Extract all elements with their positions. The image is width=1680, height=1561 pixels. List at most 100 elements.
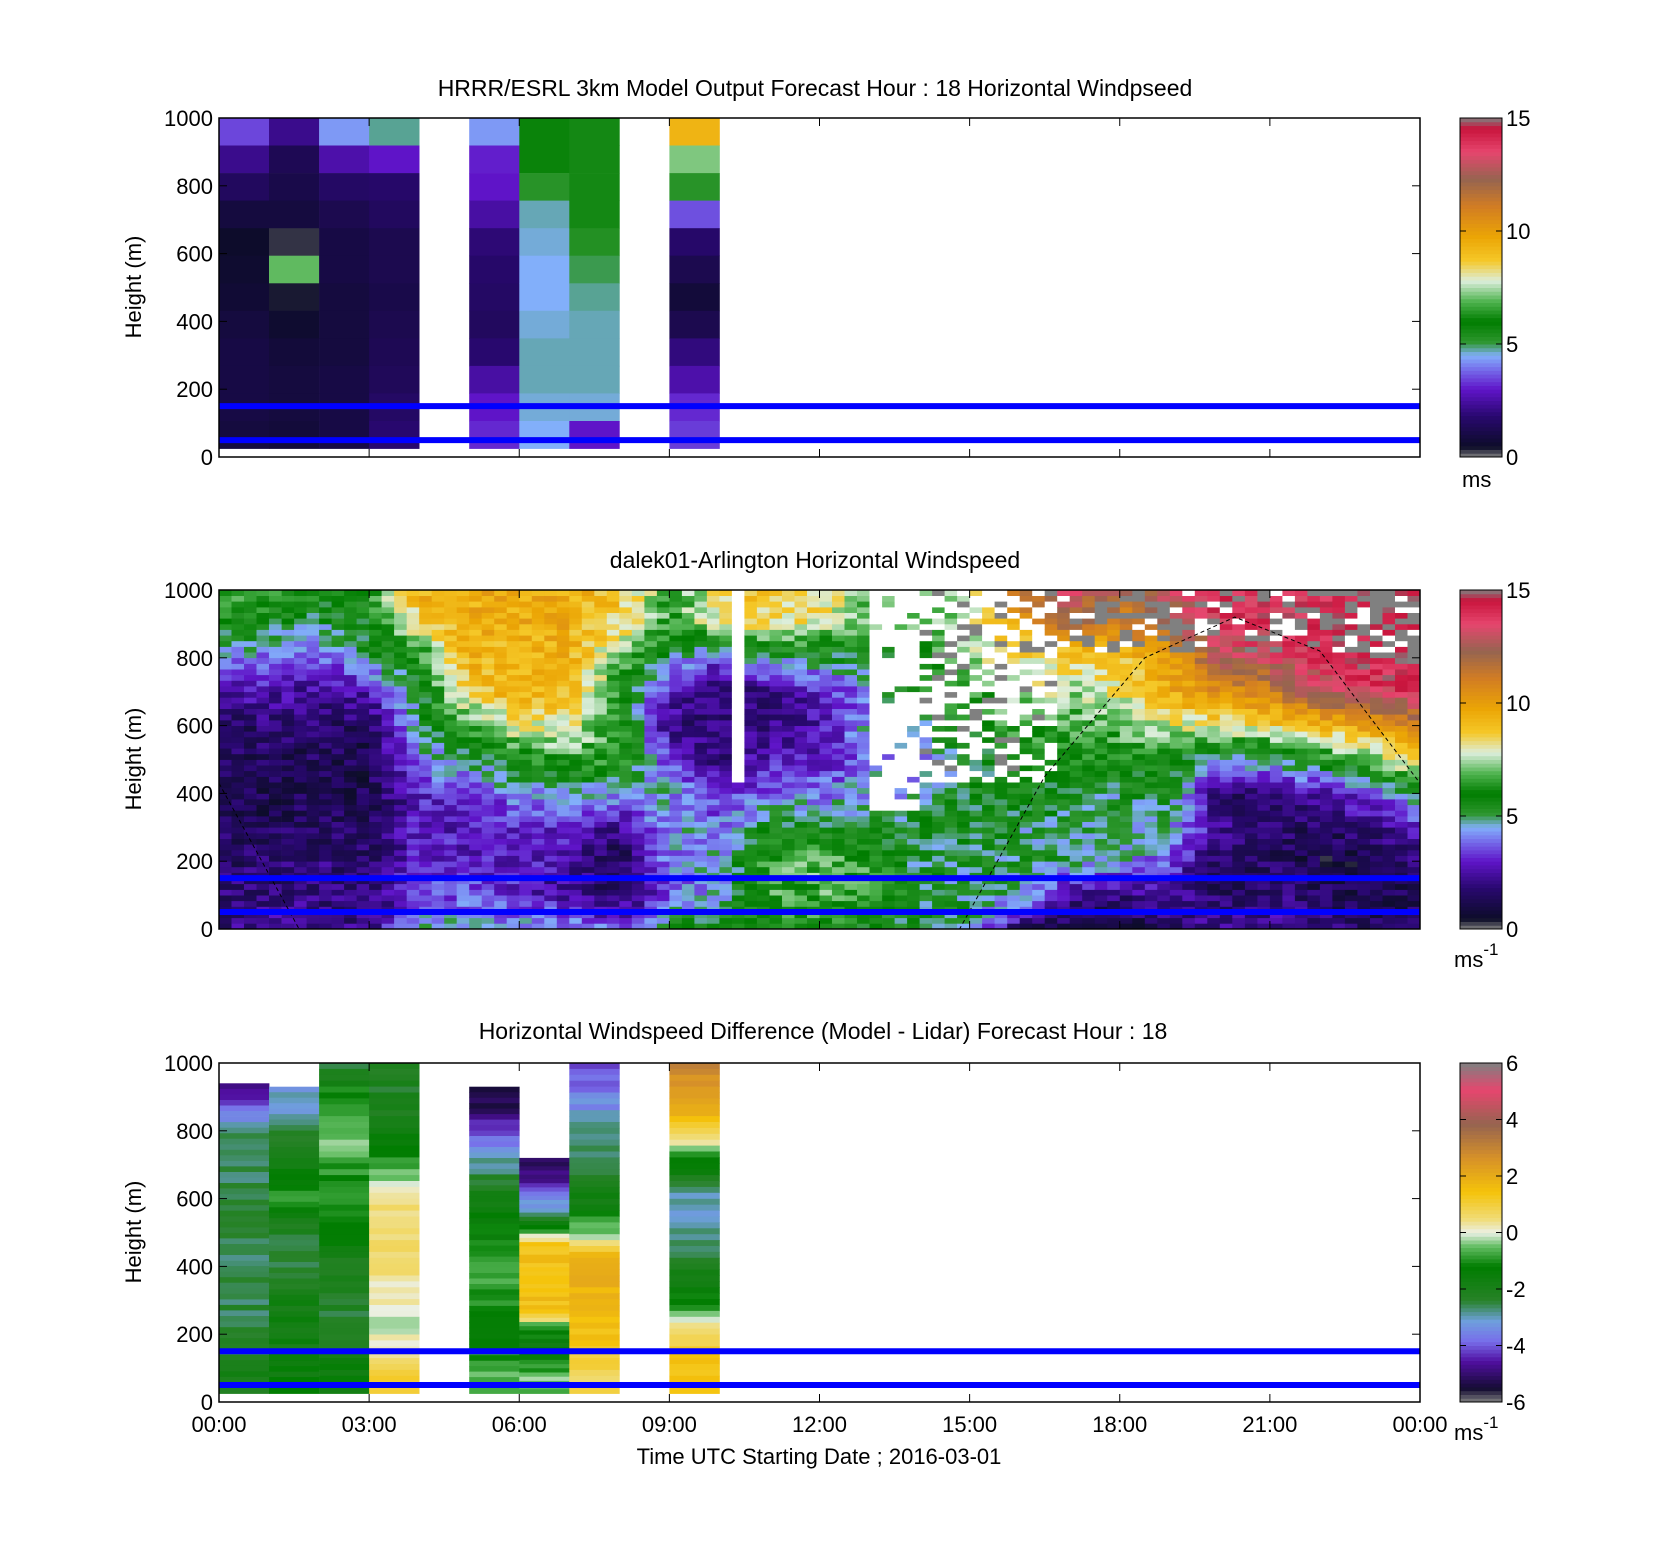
heatmap-cell: [244, 804, 257, 811]
heatmap-cell: [957, 753, 970, 760]
heatmap-cell: [644, 889, 658, 896]
heatmap-cell: [331, 646, 345, 653]
heatmap-cell: [369, 838, 382, 845]
heatmap-cell: [719, 748, 733, 755]
heatmap-cell: [894, 612, 908, 619]
heatmap-cell: [694, 725, 708, 732]
heatmap-cell: [694, 640, 708, 647]
heatmap-cell: [231, 753, 245, 760]
heatmap-cell: [1182, 900, 1196, 907]
heatmap-cell: [519, 736, 533, 743]
heatmap-cell: [644, 607, 658, 613]
heatmap-cell: [1194, 720, 1208, 726]
heatmap-cell: [306, 640, 320, 647]
heatmap-cell: [431, 849, 445, 856]
heatmap-cell: [256, 855, 270, 862]
heatmap-cell: [319, 652, 332, 659]
heatmap-cell: [531, 855, 545, 862]
heatmap-cell: [556, 595, 570, 602]
heatmap-cell: [594, 866, 608, 873]
heatmap-cell: [1144, 657, 1158, 664]
heatmap-cell: [894, 629, 908, 636]
heatmap-cell: [1094, 900, 1108, 907]
heatmap-cell: [782, 912, 795, 919]
colorbar-swatch: [1460, 351, 1502, 356]
heatmap-cell: [1032, 883, 1046, 890]
heatmap-cell: [281, 657, 295, 664]
heatmap-cell: [894, 703, 908, 709]
heatmap-cell: [1194, 776, 1208, 783]
heatmap-cell: [1107, 720, 1121, 726]
heatmap-cell: [869, 759, 883, 766]
heatmap-cell: [594, 861, 608, 868]
heatmap-cell: [694, 714, 708, 721]
heatmap-cell: [832, 663, 845, 670]
heatmap-cell: [1082, 889, 1096, 896]
heatmap-cell: [606, 793, 620, 800]
heatmap-cell: [269, 708, 282, 715]
heatmap-cell: [281, 618, 295, 625]
heatmap-cell: [431, 725, 445, 732]
heatmap-cell: [419, 635, 433, 642]
heatmap-cell: [731, 849, 745, 856]
heatmap-cell: [481, 601, 495, 608]
heatmap-cell: [569, 612, 583, 619]
heatmap-cell: [331, 697, 345, 704]
heatmap-cell: [469, 900, 483, 907]
heatmap-cell: [344, 686, 357, 693]
heatmap-cell: [669, 821, 683, 828]
heatmap-cell: [394, 912, 407, 919]
heatmap-cell: [531, 725, 545, 732]
heatmap-cell: [1044, 652, 1058, 659]
colorbar-swatch: [1460, 276, 1502, 281]
heatmap-cell: [369, 646, 382, 653]
heatmap-cell: [944, 652, 958, 659]
heatmap-cell: [756, 652, 770, 659]
heatmap-cell: [344, 612, 357, 619]
heatmap-cell: [319, 895, 332, 902]
heatmap-cell: [982, 618, 995, 625]
heatmap-cell: [494, 652, 508, 659]
heatmap-cell: [244, 618, 257, 625]
heatmap-cell: [1019, 640, 1033, 647]
heatmap-cell: [794, 776, 808, 783]
heatmap-cell: [1082, 736, 1096, 743]
heatmap-cell: [807, 595, 820, 602]
heatmap-cell: [744, 799, 758, 806]
heatmap-cell: [456, 720, 470, 726]
heatmap-cell: [844, 923, 858, 930]
heatmap-cell: [819, 883, 833, 890]
heatmap-cell: [306, 793, 320, 800]
heatmap-cell: [969, 607, 983, 613]
heatmap-cell: [882, 883, 895, 890]
heatmap-cell: [569, 173, 620, 201]
heatmap-cell: [319, 731, 332, 738]
heatmap-cell: [907, 765, 920, 772]
heatmap-cell: [1194, 833, 1208, 839]
heatmap-cell: [807, 821, 820, 828]
heatmap-cell: [944, 770, 958, 777]
heatmap-cell: [1019, 612, 1033, 619]
heatmap-cell: [1132, 646, 1146, 653]
heatmap-cell: [581, 866, 595, 873]
heatmap-cell: [882, 674, 895, 681]
heatmap-cell: [469, 804, 483, 811]
heatmap-cell: [1044, 827, 1058, 834]
heatmap-cell: [744, 623, 758, 630]
heatmap-cell: [982, 759, 995, 766]
heatmap-cell: [456, 787, 470, 794]
heatmap-cell: [219, 680, 232, 687]
heatmap-cell: [394, 787, 407, 794]
heatmap-cell: [1107, 663, 1121, 670]
heatmap-cell: [494, 861, 508, 868]
heatmap-cell: [969, 595, 983, 602]
heatmap-cell: [269, 912, 282, 919]
heatmap-cell: [1169, 895, 1183, 902]
heatmap-cell: [344, 827, 357, 834]
heatmap-cell: [1144, 691, 1158, 698]
heatmap-cell: [1144, 799, 1158, 806]
heatmap-cell: [1044, 844, 1058, 851]
heatmap-cell: [1119, 849, 1133, 856]
heatmap-cell: [1044, 635, 1058, 642]
heatmap-cell: [306, 895, 320, 902]
